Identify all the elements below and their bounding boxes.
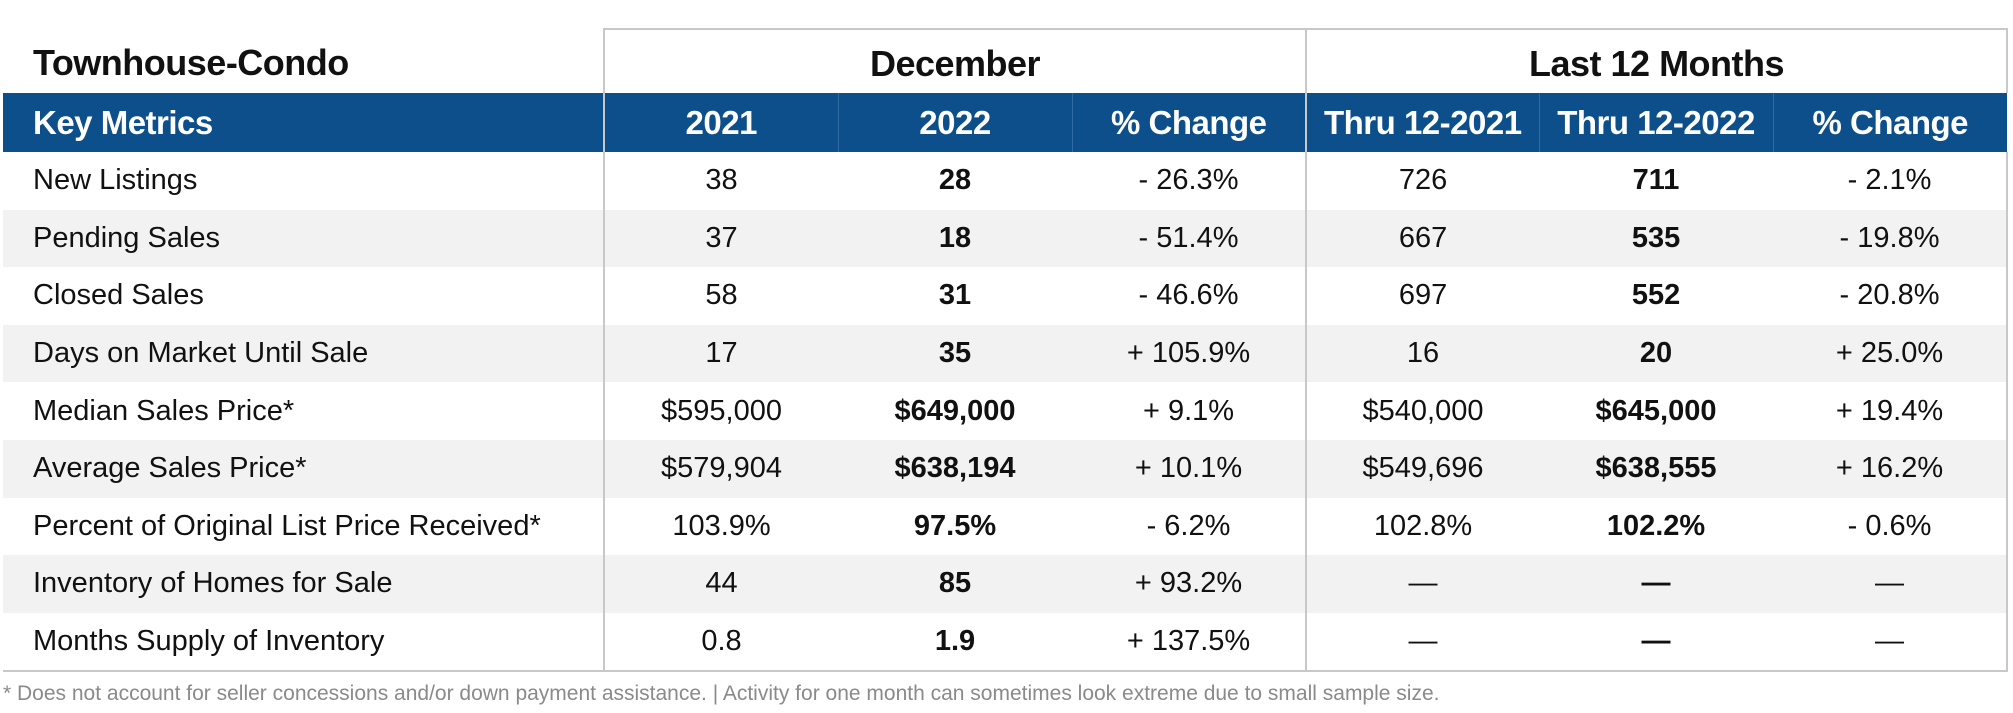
dec-2022-value: 35: [838, 324, 1072, 383]
table-title: Townhouse-Condo: [3, 29, 604, 93]
column-header-row: Key Metrics 2021 2022 % Change Thru 12-2…: [3, 93, 2008, 152]
ytd-2021-value: 102.8%: [1305, 497, 1540, 556]
ytd-2021-value: 16: [1305, 324, 1540, 383]
ytd-change-value: —: [1773, 612, 2009, 673]
dec-2022-value: 85: [838, 555, 1072, 613]
table-row: Inventory of Homes for Sale 44 85 + 93.2…: [3, 555, 2009, 613]
ytd-change-value: —: [1773, 555, 2009, 613]
table-row: Closed Sales 58 31 - 46.6% 697 552 - 20.…: [3, 267, 2009, 325]
ytd-2022-value: 711: [1539, 152, 1774, 210]
table-row: New Listings 38 28 - 26.3% 726 711 - 2.1…: [3, 152, 2009, 210]
dec-change-value: + 105.9%: [1072, 324, 1307, 383]
dec-2021-value: 0.8: [603, 612, 838, 673]
column-header-thru-12-2021: Thru 12-2021: [1305, 93, 1540, 152]
dec-change-value: - 46.6%: [1072, 267, 1307, 325]
dec-2021-value: 103.9%: [603, 497, 838, 556]
dec-change-value: - 26.3%: [1072, 152, 1307, 210]
ytd-2022-value: —: [1539, 555, 1774, 613]
table-row: Average Sales Price* $579,904 $638,194 +…: [3, 439, 2009, 498]
table-row: Pending Sales 37 18 - 51.4% 667 535 - 19…: [3, 209, 2009, 268]
table-row: Percent of Original List Price Received*…: [3, 497, 2009, 556]
ytd-2022-value: 552: [1539, 267, 1774, 325]
column-header-key-metrics: Key Metrics: [3, 93, 604, 152]
ytd-change-value: - 2.1%: [1773, 152, 2009, 210]
dec-2021-value: $595,000: [603, 382, 838, 440]
dec-2022-value: 18: [838, 209, 1072, 268]
dec-2022-value: 1.9: [838, 612, 1072, 673]
dec-change-value: + 93.2%: [1072, 555, 1307, 613]
ytd-2021-value: —: [1305, 612, 1540, 673]
dec-2021-value: $579,904: [603, 439, 838, 498]
dec-2022-value: $638,194: [838, 439, 1072, 498]
column-header-ytd-change: % Change: [1772, 93, 2008, 152]
metric-label: Months Supply of Inventory: [3, 612, 604, 673]
dec-2021-value: 44: [603, 555, 838, 613]
dec-2022-value: $649,000: [838, 382, 1072, 440]
metric-label: Inventory of Homes for Sale: [3, 555, 604, 613]
ytd-2022-value: $645,000: [1539, 382, 1774, 440]
column-header-dec-2022: 2022: [837, 93, 1072, 152]
ytd-change-value: - 0.6%: [1773, 497, 2009, 556]
ytd-2022-value: 535: [1539, 209, 1774, 268]
metric-label: New Listings: [3, 152, 604, 210]
metric-label: Closed Sales: [3, 267, 604, 325]
metric-label: Median Sales Price*: [3, 382, 604, 440]
metric-label: Days on Market Until Sale: [3, 324, 604, 383]
column-header-thru-12-2022: Thru 12-2022: [1538, 93, 1774, 152]
dec-change-value: - 51.4%: [1072, 209, 1307, 268]
ytd-change-value: + 19.4%: [1773, 382, 2009, 440]
table-body: New Listings 38 28 - 26.3% 726 711 - 2.1…: [3, 152, 2009, 673]
table-row: Median Sales Price* $595,000 $649,000 + …: [3, 382, 2009, 440]
dec-change-value: + 9.1%: [1072, 382, 1307, 440]
metric-label: Pending Sales: [3, 209, 604, 268]
ytd-2021-value: 667: [1305, 209, 1540, 268]
column-header-dec-change: % Change: [1071, 93, 1307, 152]
ytd-2022-value: $638,555: [1539, 439, 1774, 498]
footnote: * Does not account for seller concession…: [3, 682, 1440, 705]
ytd-change-value: - 19.8%: [1773, 209, 2009, 268]
ytd-2022-value: —: [1539, 612, 1774, 673]
metric-label: Percent of Original List Price Received*: [3, 497, 604, 556]
group-header-row: Townhouse-Condo December Last 12 Months: [3, 28, 2009, 93]
dec-2021-value: 37: [603, 209, 838, 268]
dec-2021-value: 58: [603, 267, 838, 325]
ytd-2021-value: $549,696: [1305, 439, 1540, 498]
dec-2022-value: 28: [838, 152, 1072, 210]
dec-2022-value: 31: [838, 267, 1072, 325]
dec-2021-value: 38: [603, 152, 838, 210]
metric-label: Average Sales Price*: [3, 439, 604, 498]
ytd-2022-value: 20: [1539, 324, 1774, 383]
table-row: Days on Market Until Sale 17 35 + 105.9%…: [3, 324, 2009, 383]
key-metrics-table: Townhouse-Condo December Last 12 Months …: [3, 28, 2009, 673]
column-header-dec-2021: 2021: [603, 93, 838, 152]
ytd-change-value: - 20.8%: [1773, 267, 2009, 325]
ytd-change-value: + 25.0%: [1773, 324, 2009, 383]
group-header-december: December: [602, 28, 1307, 93]
dec-2021-value: 17: [603, 324, 838, 383]
ytd-change-value: + 16.2%: [1773, 439, 2009, 498]
key-metrics-table-wrapper: Townhouse-Condo December Last 12 Months …: [3, 28, 2009, 673]
dec-change-value: + 137.5%: [1072, 612, 1307, 673]
ytd-2021-value: $540,000: [1305, 382, 1540, 440]
ytd-2021-value: 697: [1305, 267, 1540, 325]
dec-2022-value: 97.5%: [838, 497, 1072, 556]
dec-change-value: + 10.1%: [1072, 439, 1307, 498]
dec-change-value: - 6.2%: [1072, 497, 1307, 556]
group-header-last-12-months: Last 12 Months: [1305, 28, 2009, 93]
ytd-2021-value: —: [1305, 555, 1540, 613]
table-row: Months Supply of Inventory 0.8 1.9 + 137…: [3, 612, 2009, 673]
ytd-2022-value: 102.2%: [1539, 497, 1774, 556]
ytd-2021-value: 726: [1305, 152, 1540, 210]
